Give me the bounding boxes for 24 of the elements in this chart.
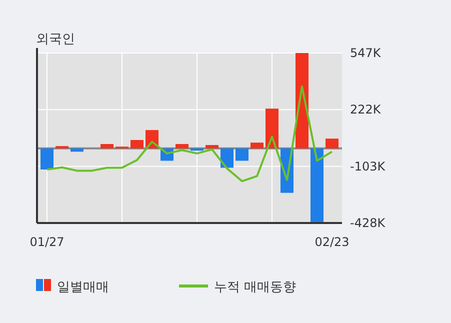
y-tick-label: 222K xyxy=(350,102,382,117)
bar xyxy=(310,148,324,222)
bar xyxy=(70,148,84,152)
chart-title: 외국인 xyxy=(36,32,75,47)
bar xyxy=(176,144,188,148)
x-tick-label: 01/27 xyxy=(30,235,64,249)
bar xyxy=(250,142,264,148)
legend-label: 누적 매매동향 xyxy=(214,280,296,295)
legend-item: 일별매매 xyxy=(36,279,109,295)
bar xyxy=(266,108,278,148)
bar xyxy=(130,140,144,148)
bar xyxy=(220,148,234,168)
legend-item: 누적 매매동향 xyxy=(179,280,296,295)
y-tick-label: 547K xyxy=(350,46,382,60)
bar xyxy=(236,148,248,161)
bar xyxy=(326,138,338,148)
bar xyxy=(100,144,114,148)
x-tick-label: 02/23 xyxy=(314,235,350,249)
y-tick-label: -103K xyxy=(350,159,386,174)
y-tick-label: -428K xyxy=(350,216,386,230)
legend-label: 일별매매 xyxy=(57,280,109,295)
line-series xyxy=(46,85,333,182)
bar xyxy=(40,148,54,170)
bar xyxy=(206,145,218,148)
